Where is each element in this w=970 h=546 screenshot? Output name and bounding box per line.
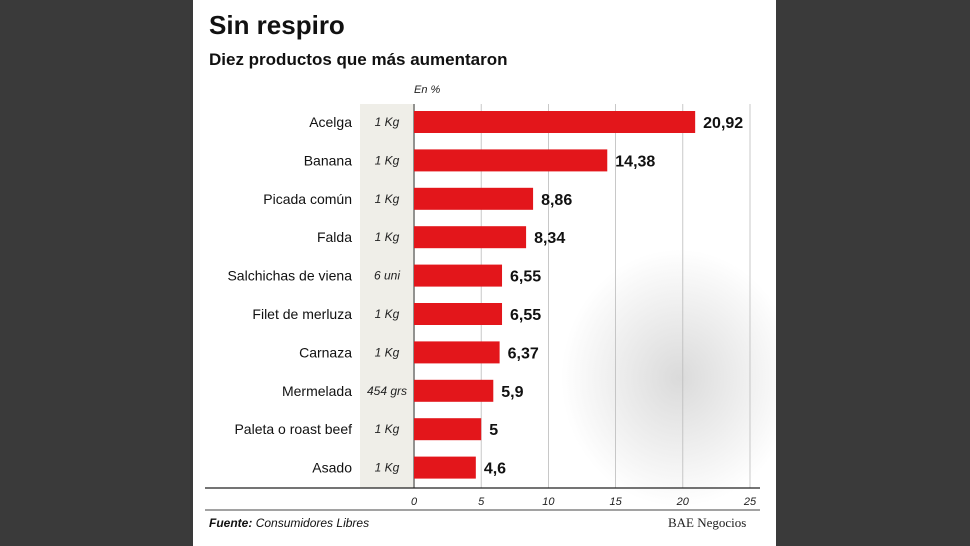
x-axis: 0 5 10 15 20 25 [205,487,760,511]
category-label: Acelga [309,114,352,130]
bar [414,303,503,325]
quantity-label: 1 Kg [375,230,400,244]
bar [414,264,503,287]
x-tick-label: 20 [676,496,690,508]
value-label: 4,6 [484,461,506,478]
source-label: Fuente: [209,516,253,530]
bar [414,149,608,172]
bar [414,341,500,364]
quantity-label: 1 Kg [375,153,400,167]
bar [414,456,476,479]
value-label: 5 [489,422,498,439]
quantity-label: 1 Kg [375,115,400,129]
quantity-label: 1 Kg [375,422,400,436]
category-label: Carnaza [299,344,352,360]
x-tick-label: 15 [609,496,622,508]
unit-label: En % [414,84,441,96]
quantity-label: 1 Kg [375,307,400,321]
labels: Acelga 1 Kg 20,92 Banana 1 Kg 14,38 Picada com… [227,114,743,478]
source-note: Fuente: Consumidores Libres [209,516,369,530]
quantity-label: 454 grs [367,384,407,398]
bar [414,187,534,210]
bars [414,111,696,479]
source-value: Consumidores Libres [255,516,370,530]
value-label: 14,38 [615,153,655,170]
quantity-label: 1 Kg [375,461,400,475]
category-label: Filet de merluza [252,306,352,322]
bar [414,418,482,441]
category-label: Mermelada [282,383,352,399]
x-tick-label: 0 [411,496,418,508]
value-label: 8,34 [534,230,565,247]
quantity-label: 6 uni [374,269,400,283]
bar [414,111,696,133]
x-tick-label: 5 [478,496,485,508]
category-label: Picada común [263,191,352,207]
value-label: 6,55 [510,307,541,324]
chart-subtitle: Diez productos que más aumentaron [209,50,508,69]
value-label: 5,9 [501,384,523,401]
value-label: 20,92 [703,115,743,132]
quantity-column-band [360,104,415,488]
bar [414,226,527,249]
category-label: Asado [312,460,352,476]
category-label: Paleta o roast beef [234,421,352,437]
chart-title: Sin respiro [209,10,345,40]
quantity-label: 1 Kg [375,192,400,206]
category-label: Salchichas de viena [227,268,352,284]
x-tick-label: 10 [542,496,555,508]
value-label: 6,55 [510,269,541,286]
value-label: 6,37 [508,345,539,362]
category-label: Falda [317,229,352,245]
category-label: Banana [304,152,352,168]
quantity-label: 1 Kg [375,345,400,359]
x-tick-label: 25 [743,496,757,508]
supermarket-photo [560,248,776,508]
value-label: 8,86 [541,192,572,209]
bar [414,379,494,402]
brand-label: BAE Negocios [668,515,747,530]
